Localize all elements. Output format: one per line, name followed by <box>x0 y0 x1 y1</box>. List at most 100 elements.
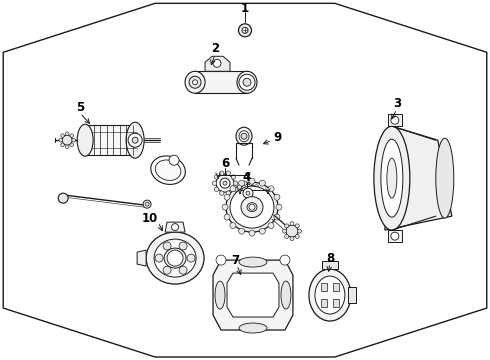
Ellipse shape <box>230 186 274 228</box>
Circle shape <box>58 193 68 203</box>
Circle shape <box>172 224 178 231</box>
Circle shape <box>249 178 255 184</box>
Circle shape <box>274 214 280 220</box>
Ellipse shape <box>374 126 410 230</box>
Circle shape <box>254 197 259 202</box>
Circle shape <box>249 201 253 205</box>
Ellipse shape <box>315 276 345 314</box>
Polygon shape <box>227 273 279 317</box>
Circle shape <box>259 180 265 186</box>
Circle shape <box>187 254 195 262</box>
Circle shape <box>246 191 250 195</box>
Circle shape <box>214 175 219 179</box>
Circle shape <box>70 143 74 147</box>
Circle shape <box>297 229 301 233</box>
Ellipse shape <box>185 71 205 93</box>
Circle shape <box>226 171 230 175</box>
Ellipse shape <box>146 232 204 284</box>
Text: 2: 2 <box>211 42 219 55</box>
Circle shape <box>290 222 294 226</box>
Circle shape <box>391 232 399 240</box>
Circle shape <box>276 204 282 210</box>
Circle shape <box>241 133 247 139</box>
Circle shape <box>243 181 247 185</box>
Circle shape <box>220 171 224 175</box>
Bar <box>333 283 339 291</box>
Circle shape <box>268 186 274 192</box>
Circle shape <box>242 27 248 33</box>
Circle shape <box>62 135 72 145</box>
Ellipse shape <box>247 203 257 212</box>
Circle shape <box>189 76 201 88</box>
Circle shape <box>239 228 245 234</box>
Circle shape <box>70 134 74 138</box>
Ellipse shape <box>154 239 196 277</box>
Polygon shape <box>388 230 402 242</box>
Bar <box>333 299 339 307</box>
Circle shape <box>254 185 259 189</box>
Polygon shape <box>348 287 356 303</box>
Circle shape <box>214 187 219 192</box>
Circle shape <box>212 181 217 185</box>
Ellipse shape <box>237 71 257 93</box>
Circle shape <box>163 242 171 250</box>
Circle shape <box>231 175 236 179</box>
Circle shape <box>179 266 187 274</box>
Circle shape <box>239 180 245 186</box>
Circle shape <box>61 134 64 138</box>
Circle shape <box>230 186 236 192</box>
Text: 3: 3 <box>393 97 401 110</box>
Circle shape <box>237 185 242 189</box>
Circle shape <box>256 191 261 195</box>
Bar <box>195 71 247 93</box>
Text: 5: 5 <box>76 101 84 114</box>
Circle shape <box>65 132 69 135</box>
Polygon shape <box>213 260 293 330</box>
Circle shape <box>282 229 287 233</box>
Circle shape <box>295 234 299 238</box>
Circle shape <box>286 225 298 237</box>
Polygon shape <box>3 3 487 357</box>
Circle shape <box>285 234 289 238</box>
Circle shape <box>239 184 257 202</box>
Circle shape <box>163 266 171 274</box>
Circle shape <box>128 133 142 147</box>
Ellipse shape <box>281 281 291 309</box>
Circle shape <box>179 242 187 250</box>
Circle shape <box>280 255 290 265</box>
Ellipse shape <box>151 156 185 184</box>
Ellipse shape <box>239 131 249 142</box>
Polygon shape <box>322 261 338 269</box>
Text: 6: 6 <box>221 157 229 170</box>
Circle shape <box>231 187 236 192</box>
Text: 10: 10 <box>142 212 158 225</box>
Circle shape <box>72 138 75 142</box>
Polygon shape <box>388 114 402 126</box>
Bar <box>85 125 137 155</box>
Circle shape <box>239 24 251 37</box>
Circle shape <box>243 78 251 86</box>
Circle shape <box>226 191 230 195</box>
Ellipse shape <box>241 197 263 218</box>
Polygon shape <box>385 126 452 230</box>
Text: 7: 7 <box>231 253 239 267</box>
Ellipse shape <box>309 269 351 321</box>
Circle shape <box>213 59 221 67</box>
Circle shape <box>145 202 149 206</box>
Circle shape <box>259 228 265 234</box>
Circle shape <box>224 214 230 220</box>
Circle shape <box>274 194 280 200</box>
Circle shape <box>132 137 138 143</box>
Circle shape <box>230 222 236 229</box>
Text: 8: 8 <box>326 252 334 265</box>
Circle shape <box>243 201 247 205</box>
Circle shape <box>237 197 242 202</box>
Circle shape <box>224 194 230 200</box>
Circle shape <box>61 143 64 147</box>
Bar <box>321 299 327 307</box>
Ellipse shape <box>387 158 397 198</box>
Circle shape <box>65 145 69 148</box>
Ellipse shape <box>236 127 252 145</box>
Ellipse shape <box>215 281 225 309</box>
Circle shape <box>216 174 234 192</box>
